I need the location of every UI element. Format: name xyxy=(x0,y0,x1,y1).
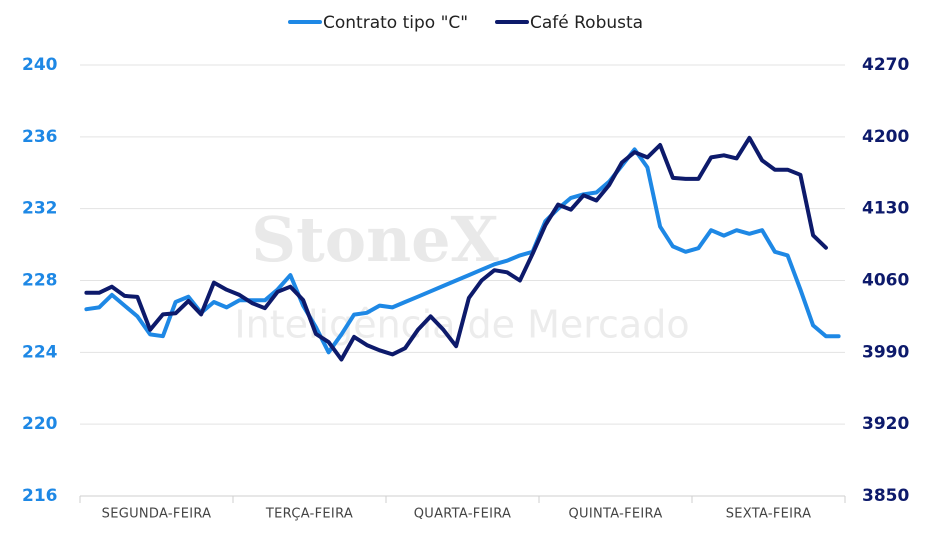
y2-tick-label: 4060 xyxy=(862,271,909,291)
x-tick-label: SEXTA-FEIRA xyxy=(726,507,812,522)
y2-tick-label: 3990 xyxy=(862,342,909,362)
legend-label: Contrato tipo "C" xyxy=(323,13,468,33)
y2-tick-label: 4200 xyxy=(862,127,909,147)
y2-tick-label: 4270 xyxy=(862,55,909,75)
y-tick-label: 224 xyxy=(22,342,58,362)
series-line xyxy=(84,135,828,362)
y-tick-label: 236 xyxy=(22,127,58,147)
watermark: StoneX xyxy=(251,203,499,276)
y-tick-label: 216 xyxy=(22,486,58,506)
x-tick-label: QUARTA-FEIRA xyxy=(414,507,511,522)
y-tick-label: 228 xyxy=(22,271,58,291)
y-tick-label: 220 xyxy=(22,414,58,434)
y2-tick-label: 3850 xyxy=(862,486,909,506)
y-tick-label: 240 xyxy=(22,55,58,75)
series-line xyxy=(84,147,841,355)
x-tick-label: SEGUNDA-FEIRA xyxy=(102,507,212,522)
legend-label: Café Robusta xyxy=(530,13,643,33)
y2-tick-label: 4130 xyxy=(862,199,909,219)
x-tick-label: QUINTA-FEIRA xyxy=(568,507,662,522)
x-tick-label: TERÇA-FEIRA xyxy=(265,507,353,522)
y-tick-label: 232 xyxy=(22,199,58,219)
y2-tick-label: 3920 xyxy=(862,414,909,434)
